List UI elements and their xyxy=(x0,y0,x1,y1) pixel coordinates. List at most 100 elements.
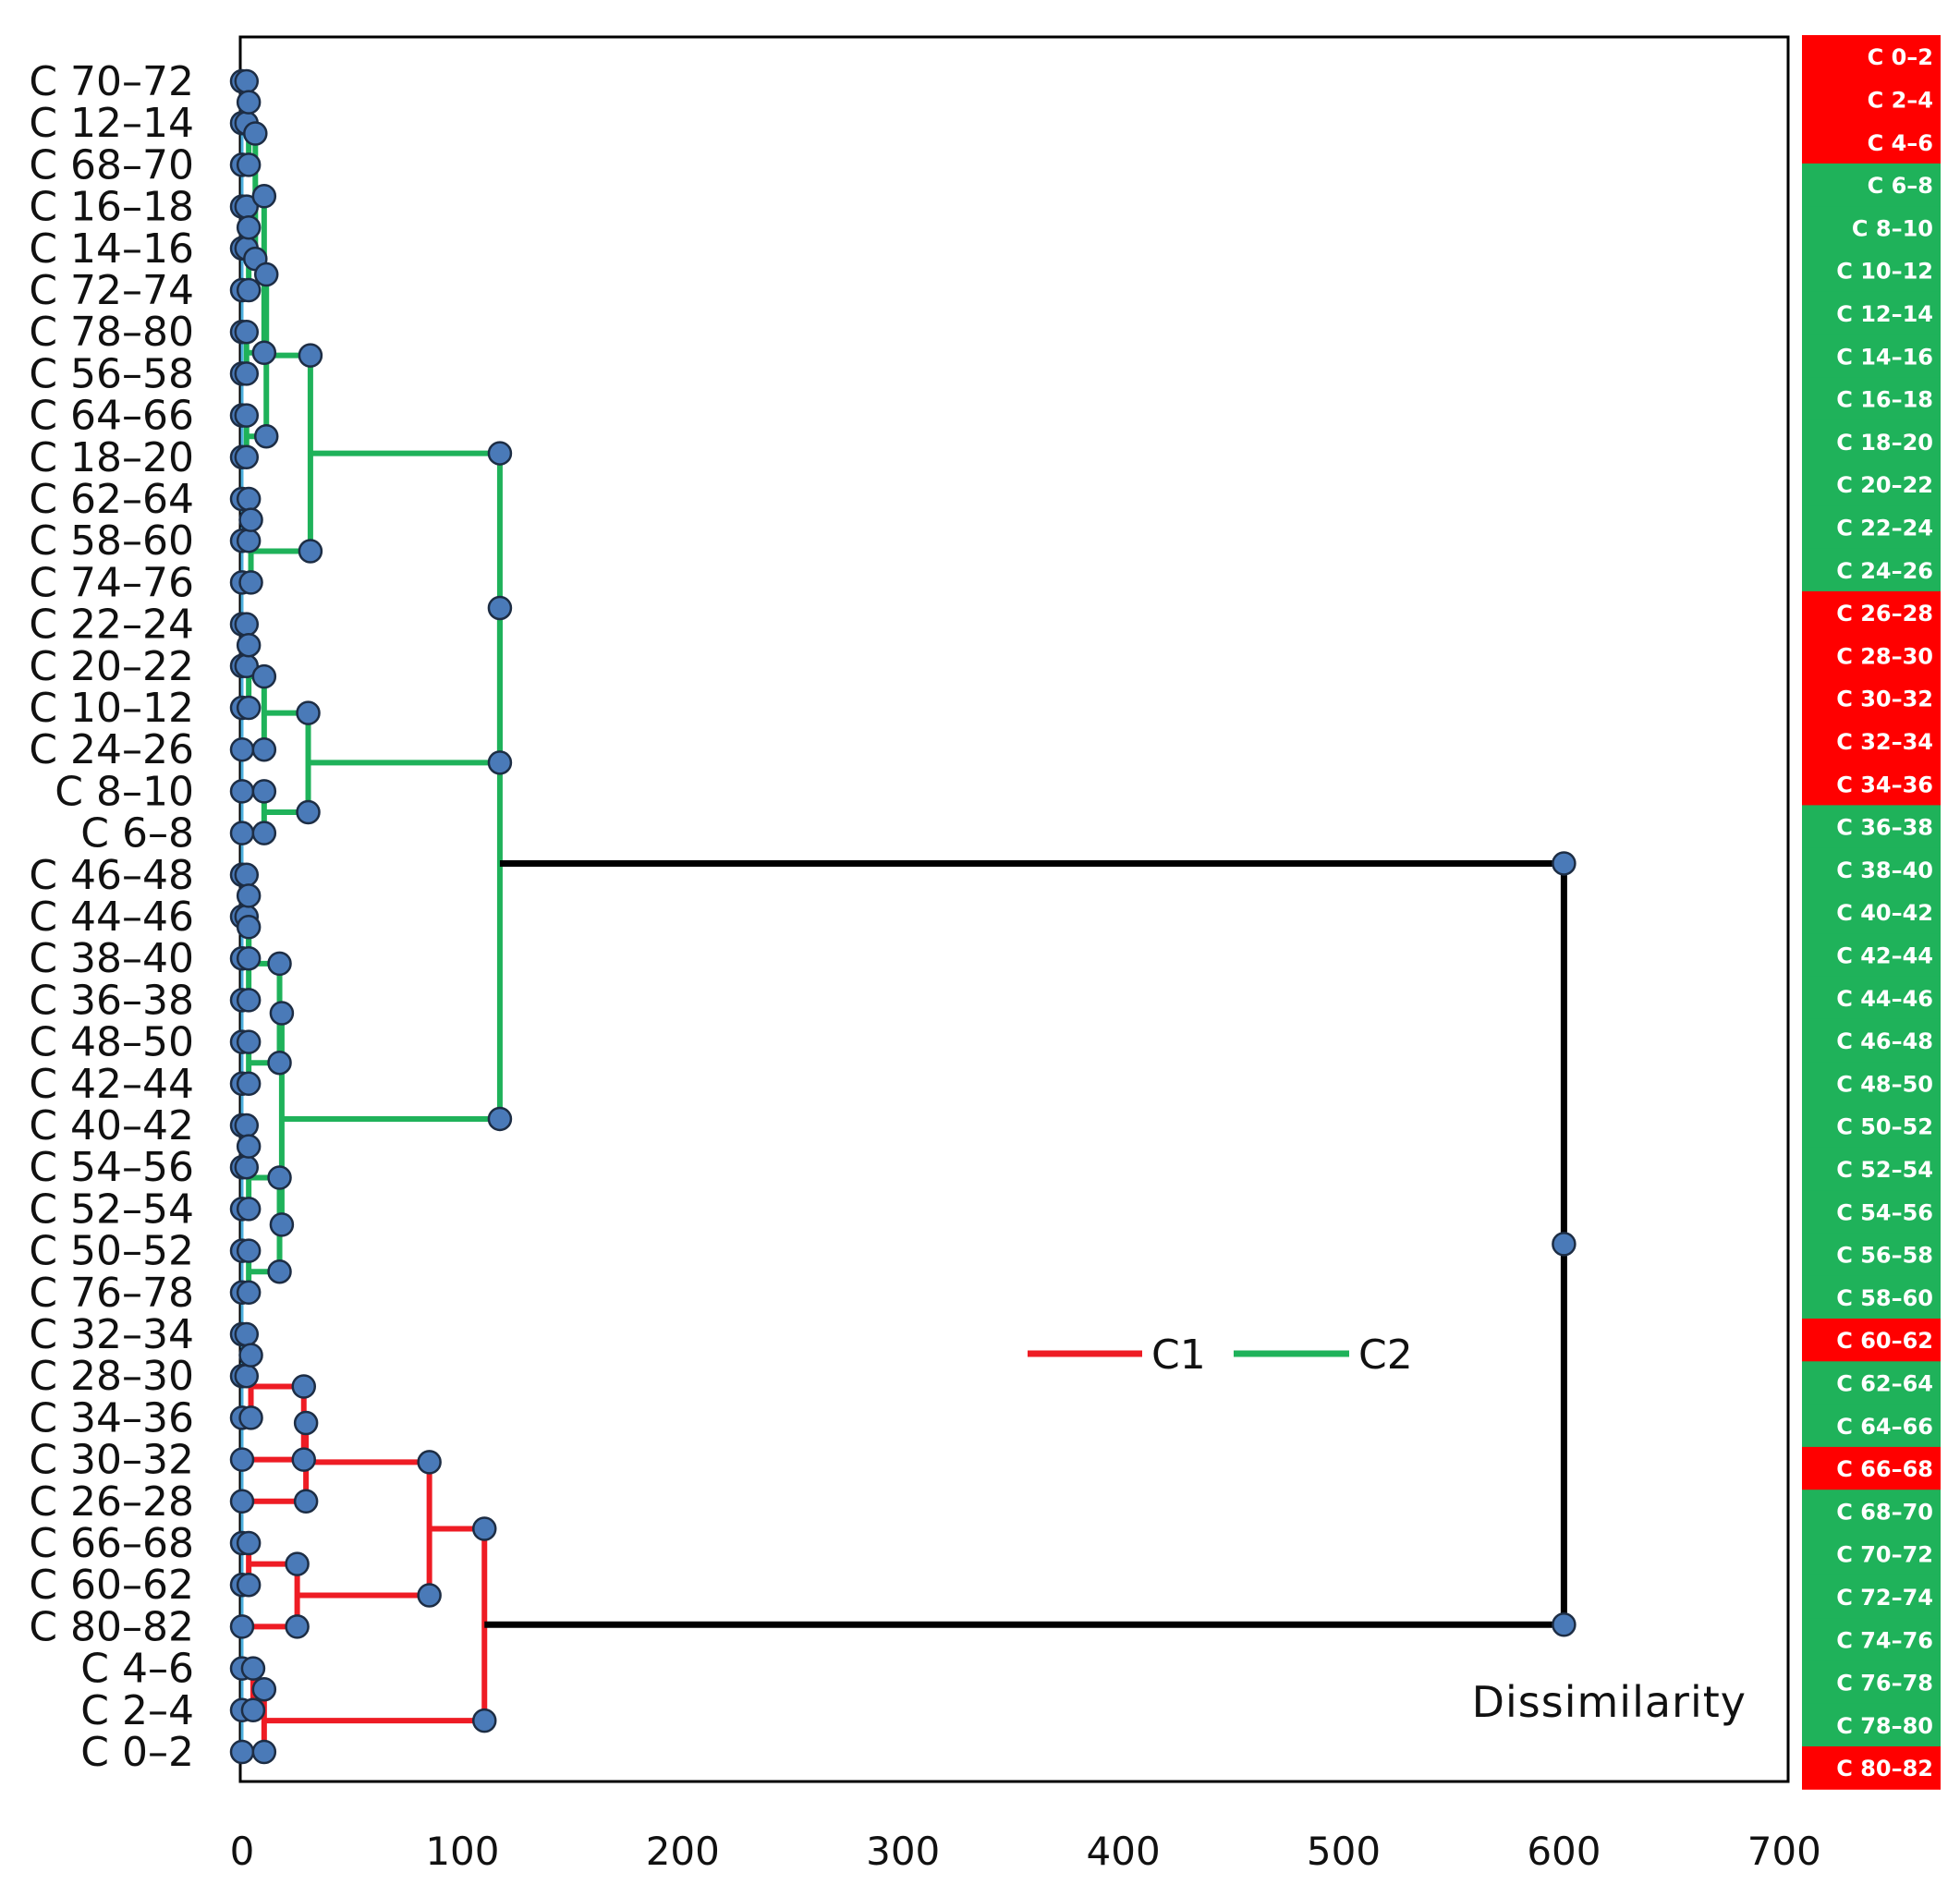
merge-node-v2-top xyxy=(236,883,262,908)
merge-node-u6-top xyxy=(234,319,260,345)
strip-label-c-70-72: C 70–72 xyxy=(1836,1542,1933,1568)
strip-cell-c-52-54 xyxy=(1802,1147,1941,1191)
strip-cell-c-22-24 xyxy=(1802,505,1941,550)
strip-label-c-72-74: C 72–74 xyxy=(1836,1585,1933,1611)
strip-cell-c-16-18 xyxy=(1802,377,1941,421)
merge-node-u2-top xyxy=(236,90,262,115)
merge-node-w5-top xyxy=(236,1530,262,1556)
merge-node-w8-top xyxy=(240,1656,266,1681)
strip-label-c-4-6: C 4–6 xyxy=(1868,130,1933,156)
strip-label-c-74-76: C 74–76 xyxy=(1836,1627,1933,1653)
merge-node-C1root-top xyxy=(471,1516,497,1541)
leaf-label-c-26-28: C 26–28 xyxy=(29,1478,194,1526)
strip-label-c-78-80: C 78–80 xyxy=(1836,1713,1933,1739)
merge-node-w1-bottom xyxy=(234,1363,260,1389)
leaf-label-c-56-58: C 56–58 xyxy=(29,350,194,397)
leaf-node-c-6-8 xyxy=(229,821,255,845)
merge-node-u7-bottom xyxy=(251,340,277,366)
merge-node-v6-bottom xyxy=(236,1197,262,1222)
strip-label-c-30-32: C 30–32 xyxy=(1836,687,1933,712)
link-CD xyxy=(278,1010,285,1228)
merge-node-D-top xyxy=(267,1165,292,1190)
merge-node-u10-bottom xyxy=(236,528,262,553)
strip-label-c-62-64: C 62–64 xyxy=(1836,1370,1933,1396)
x-tick-100: 100 xyxy=(425,1829,499,1874)
leaf-label-c-6-8: C 6–8 xyxy=(80,810,194,857)
x-tick-200: 200 xyxy=(646,1829,720,1874)
merge-node-w9-top xyxy=(251,1676,277,1702)
merge-node-CD-top xyxy=(269,1001,295,1026)
merge-node-w3-bottom xyxy=(291,1447,317,1472)
merge-node-v1-top xyxy=(234,862,260,888)
strip-cell-c-70-72 xyxy=(1802,1532,1941,1576)
leaf-label-c-50-52: C 50–52 xyxy=(29,1228,194,1275)
leaf-label-c-60-62: C 60–62 xyxy=(29,1562,194,1609)
legend: C1 C2 xyxy=(1028,1332,1413,1379)
strip-label-c-38-40: C 38–40 xyxy=(1836,857,1933,883)
leaf-label-c-66-68: C 66–68 xyxy=(29,1520,194,1567)
merge-node-w4-bottom xyxy=(293,1489,319,1514)
strip-label-c-58-60: C 58–60 xyxy=(1836,1285,1933,1311)
merge-node-w6-bottom xyxy=(285,1614,310,1639)
merge-node-A-bottom xyxy=(298,539,323,564)
merge-node-u13-top xyxy=(236,632,262,658)
leaf-label-c-8-10: C 8–10 xyxy=(55,768,194,815)
leaf-label-c-30-32: C 30–32 xyxy=(29,1437,194,1484)
leaf-node-c-80-82 xyxy=(229,1614,255,1639)
strip-cell-c-14-16 xyxy=(1802,334,1941,378)
leaf-label-c-78-80: C 78–80 xyxy=(29,309,194,356)
leaf-label-c-18-20: C 18–20 xyxy=(29,434,194,481)
strip-cell-c-76-78 xyxy=(1802,1660,1941,1705)
strip-cell-c-78-80 xyxy=(1802,1703,1941,1747)
merge-node-v7-top xyxy=(236,1238,262,1263)
leaf-label-c-62-64: C 62–64 xyxy=(29,476,194,523)
leaf-label-c-2-4: C 2–4 xyxy=(80,1687,194,1734)
leaf-node-c-30-32 xyxy=(229,1447,255,1472)
merge-node-v3-top xyxy=(236,915,262,940)
merge-node-w2-top xyxy=(238,1343,263,1368)
merge-node-D-bottom xyxy=(267,1259,292,1284)
strip-label-c-66-68: C 66–68 xyxy=(1836,1456,1933,1482)
strip-cell-c-6-8 xyxy=(1802,163,1941,207)
merge-node-w3-top xyxy=(291,1374,317,1399)
merge-node-u10-top xyxy=(236,486,262,512)
strip-label-c-56-58: C 56–58 xyxy=(1836,1243,1933,1269)
strip-cell-c-60-62 xyxy=(1802,1319,1941,1362)
leaf-label-c-80-82: C 80–82 xyxy=(29,1603,194,1650)
merge-node-v2-bottom xyxy=(236,945,262,971)
merge-node-root-bottom xyxy=(1552,1612,1577,1637)
x-tick-500: 500 xyxy=(1307,1829,1381,1874)
strip-cell-c-48-50 xyxy=(1802,1062,1941,1105)
merge-node-C1root-bottom xyxy=(471,1708,497,1733)
leaf-label-c-72-74: C 72–74 xyxy=(29,267,194,314)
strip-label-c-52-54: C 52–54 xyxy=(1836,1157,1933,1183)
strip-cell-c-38-40 xyxy=(1802,847,1941,892)
merge-node-w7-top xyxy=(417,1450,442,1475)
merge-node-v7-bottom xyxy=(236,1280,262,1306)
leaf-label-c-40-42: C 40–42 xyxy=(29,1102,194,1149)
strip-label-c-42-44: C 42–44 xyxy=(1836,942,1933,968)
strip-label-c-20-22: C 20–22 xyxy=(1836,472,1933,498)
plot-frame xyxy=(238,35,1790,1783)
strip-label-c-24-26: C 24–26 xyxy=(1836,558,1933,584)
strip-cell-c-30-32 xyxy=(1802,676,1941,721)
leaf-label-c-16-18: C 16–18 xyxy=(29,184,194,231)
merge-node-AB-bottom xyxy=(487,750,513,775)
strip-label-c-44-46: C 44–46 xyxy=(1836,986,1933,1012)
merge-node-u5-top xyxy=(243,121,268,146)
merge-node-A-top xyxy=(298,343,323,368)
merge-node-v3-bottom xyxy=(236,988,262,1013)
x-tick-600: 600 xyxy=(1527,1829,1601,1874)
strip-cell-c-32-34 xyxy=(1802,719,1941,763)
strip-cell-c-24-26 xyxy=(1802,548,1941,592)
strip-cell-c-80-82 xyxy=(1802,1746,1941,1790)
leaf-label-c-76-78: C 76–78 xyxy=(29,1270,194,1317)
leaf-label-c-70-72: C 70–72 xyxy=(29,58,194,105)
leaf-label-c-58-60: C 58–60 xyxy=(29,517,194,565)
strip-cell-c-42-44 xyxy=(1802,933,1941,978)
merge-node-root-center xyxy=(1552,1232,1577,1257)
leaf-label-c-52-54: C 52–54 xyxy=(29,1186,194,1233)
strip-label-c-32-34: C 32–34 xyxy=(1836,729,1933,755)
x-tick-0: 0 xyxy=(230,1829,255,1874)
